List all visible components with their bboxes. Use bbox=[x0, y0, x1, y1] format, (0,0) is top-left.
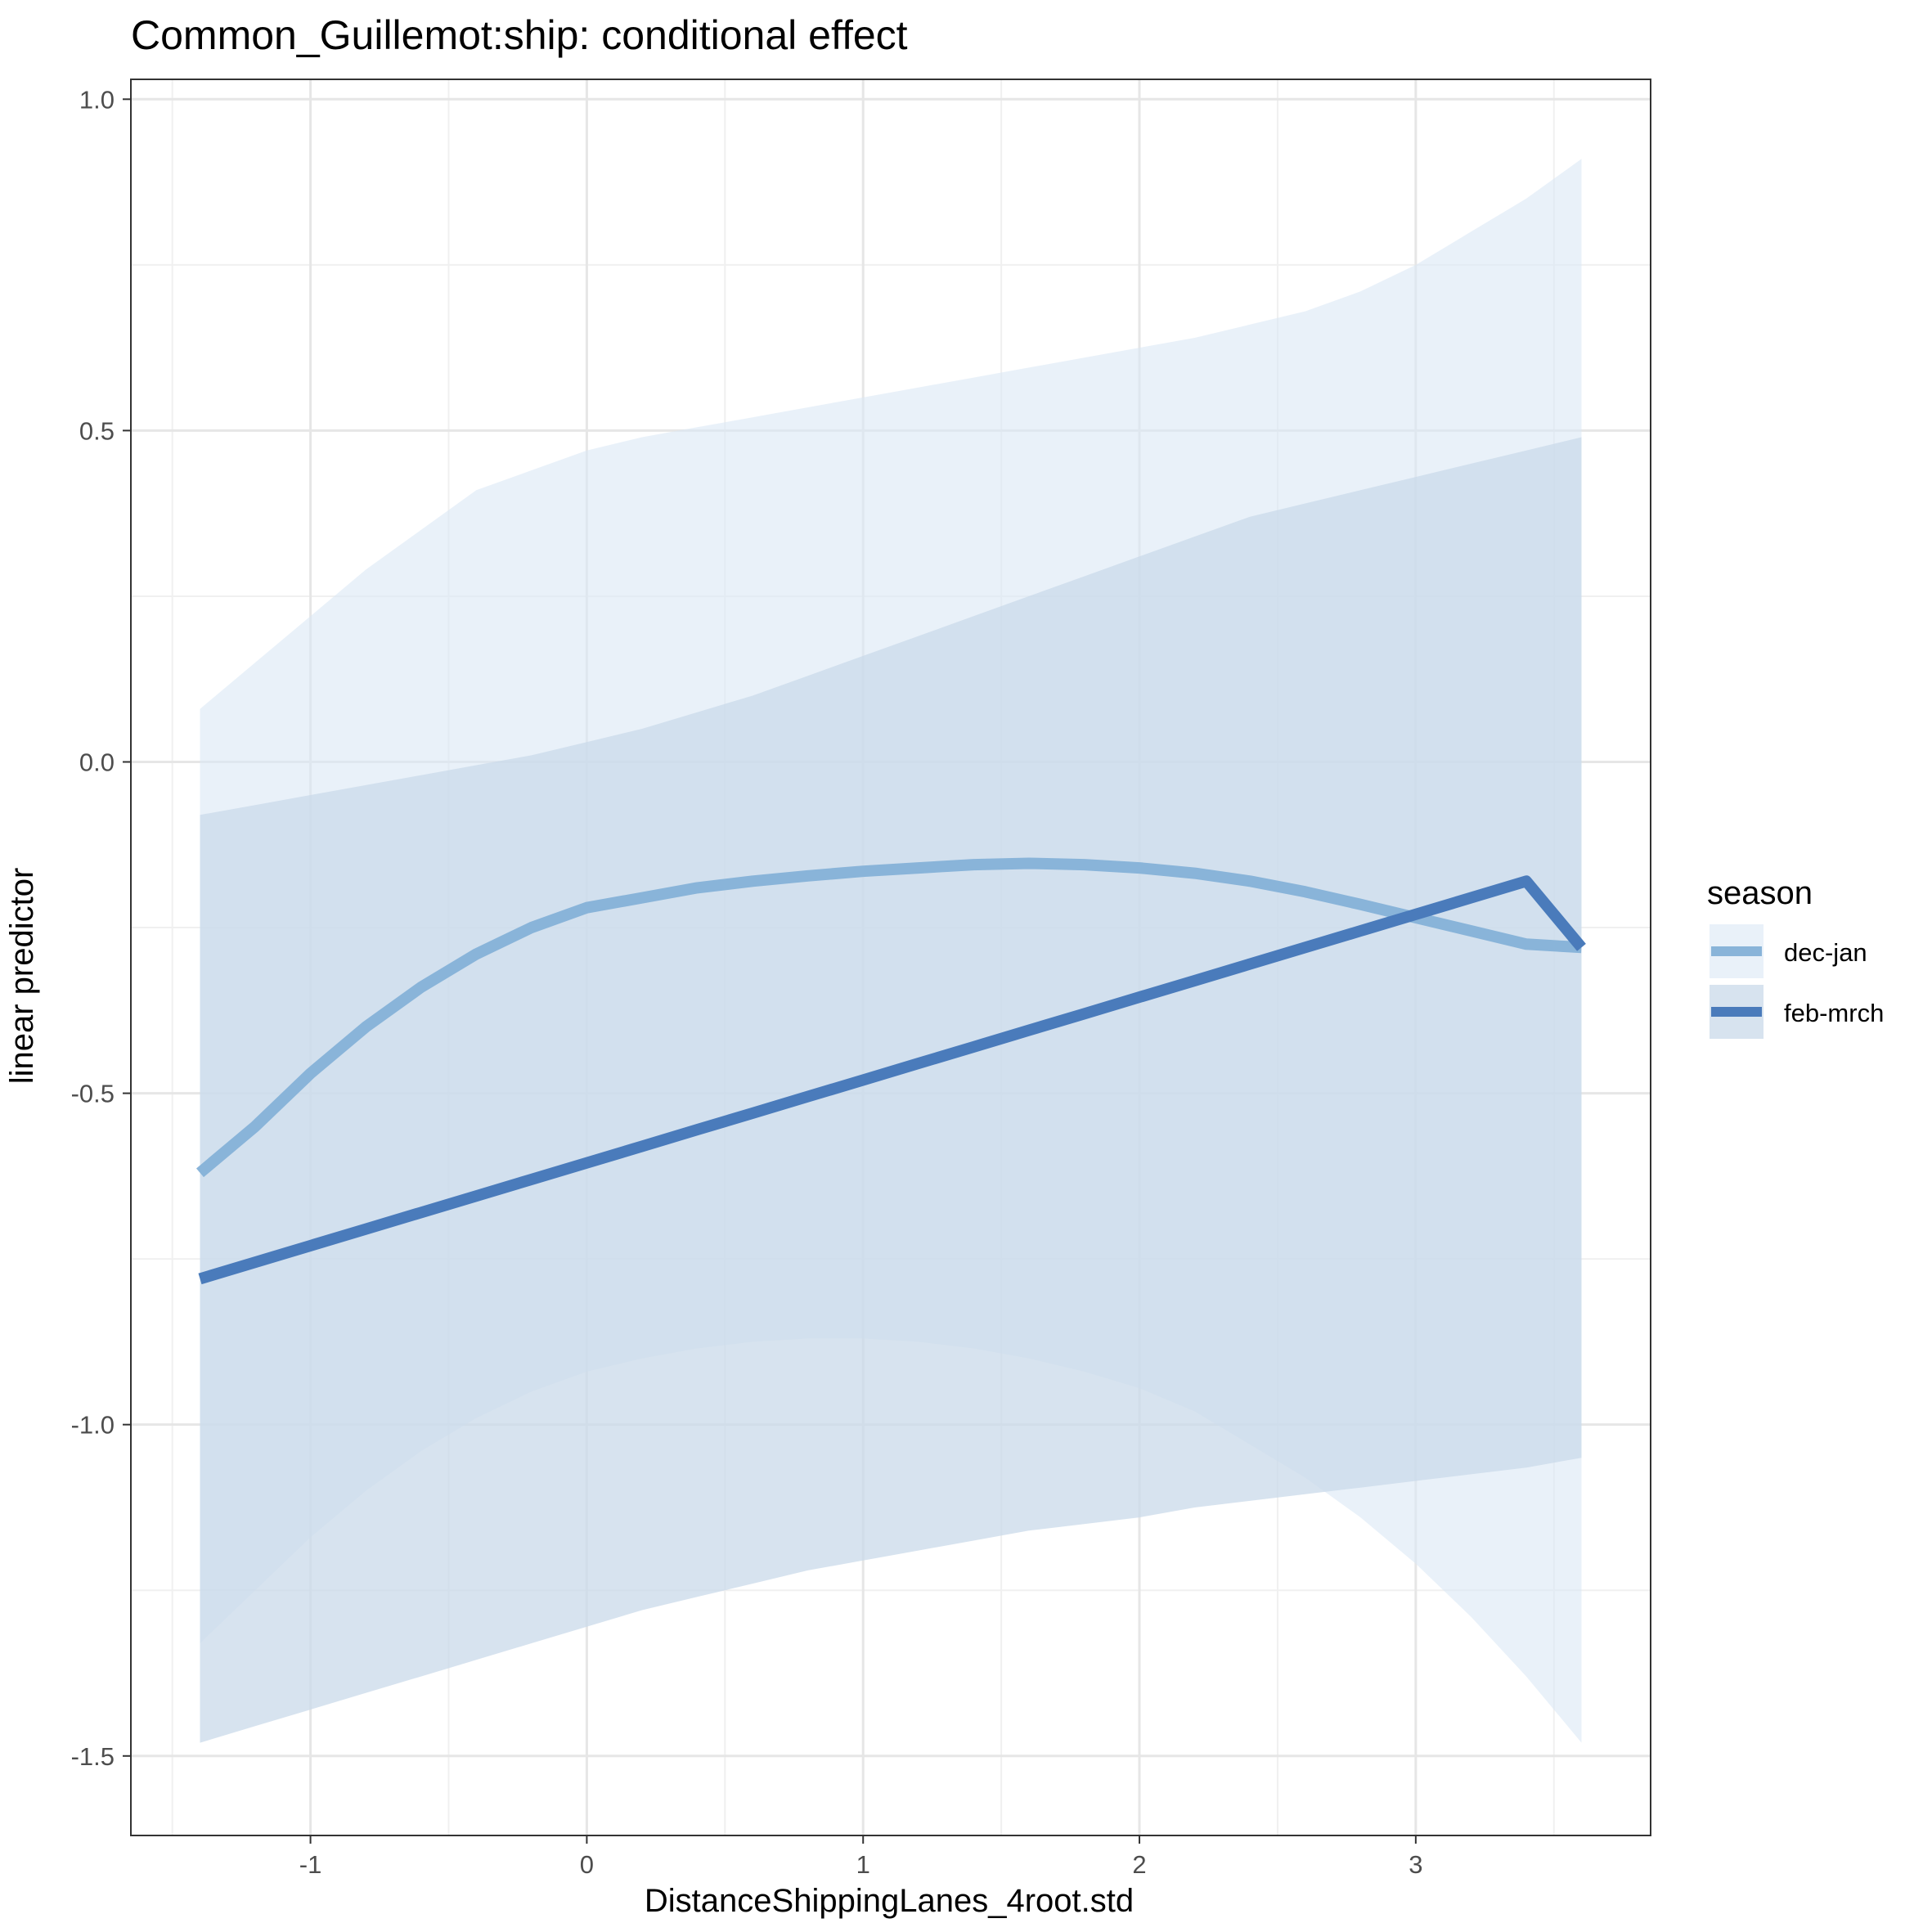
legend-title: season bbox=[1707, 875, 1813, 911]
x-axis-title: DistanceShippingLanes_4root.std bbox=[645, 1883, 1134, 1919]
y-tick-label-3: 0.0 bbox=[79, 748, 115, 776]
series-line-dec-jan bbox=[195, 857, 1582, 1178]
x-tick-label-0: -1 bbox=[299, 1850, 322, 1879]
confidence-bands bbox=[200, 159, 1582, 1743]
x-axis-ticks: -1 0 1 2 3 bbox=[299, 1835, 1422, 1879]
y-tick-label-1: -1.0 bbox=[71, 1411, 115, 1440]
x-tick-label-4: 3 bbox=[1409, 1850, 1422, 1879]
legend-label-dec-jan: dec-jan bbox=[1784, 938, 1867, 967]
x-tick-label-2: 1 bbox=[856, 1850, 870, 1879]
series-line-feb-mrch bbox=[198, 875, 1586, 1285]
plot-panel-border bbox=[130, 79, 1651, 1836]
x-tick-label-3: 2 bbox=[1132, 1850, 1146, 1879]
y-axis-ticks: -1.5 -1.0 -0.5 0.0 0.5 1.0 bbox=[71, 85, 131, 1771]
y-tick-label-4: 0.5 bbox=[79, 416, 115, 445]
y-tick-label-2: -0.5 bbox=[71, 1080, 115, 1108]
y-tick-label-0: -1.5 bbox=[71, 1742, 115, 1771]
legend: season dec-jan feb-mrch bbox=[1707, 875, 1884, 1039]
series-lines bbox=[195, 857, 1586, 1285]
y-axis-title: linear predictor bbox=[4, 868, 40, 1085]
y-tick-label-5: 1.0 bbox=[79, 85, 115, 114]
x-tick-label-1: 0 bbox=[580, 1850, 594, 1879]
confidence-band-feb-mrch bbox=[200, 437, 1582, 1743]
chart-title: Common_Guillemot:ship: conditional effec… bbox=[131, 12, 908, 58]
legend-label-feb-mrch: feb-mrch bbox=[1784, 999, 1884, 1027]
